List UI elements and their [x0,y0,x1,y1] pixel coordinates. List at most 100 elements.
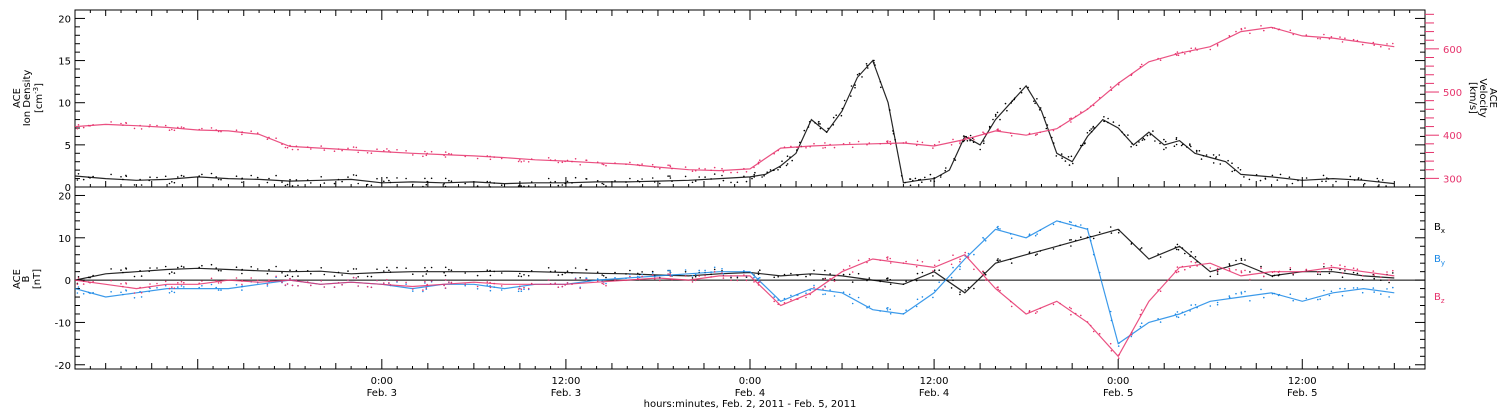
density-series-point [1264,177,1267,180]
density-series-point [295,179,298,181]
bx-series-point [641,271,643,273]
bx-series-point [983,272,985,274]
bx-series-point [168,272,171,275]
bz-series-point [614,279,616,281]
density-series-point [489,181,491,183]
bz-series-point [215,280,217,282]
bx-series-point [341,274,343,276]
density-series-point [888,109,891,111]
density-series-point [1175,138,1178,141]
by-series-point [87,291,90,294]
bz-series-point [1352,267,1355,270]
density-series-point [1089,129,1091,132]
bx-series-point [887,277,889,279]
density-series-point [1271,174,1274,177]
bz-series-point [1189,266,1191,269]
by-series-point [220,289,222,291]
velocity-series-point [848,142,851,144]
density-series-point [110,173,112,176]
density-series-point [651,177,654,179]
by-series-point [1074,224,1077,227]
density-series-point [352,174,355,176]
velocity-series-point [745,171,748,173]
density-series-point [753,176,755,178]
bx-series-point [201,264,203,267]
bx-series-point [1109,226,1112,228]
density-series-point [766,171,768,173]
bz-series-point [210,277,213,280]
bx-series-point [1317,273,1319,276]
bx-series-point [173,272,176,274]
velocity-series-point [887,140,889,142]
velocity-series-point [388,150,390,152]
bz-series-point [809,293,811,296]
by-series-point [1323,289,1325,292]
bz-series-point [201,280,203,282]
density-series-point [405,177,407,180]
density-series-point [1064,160,1067,162]
bx-series-point [1388,281,1390,284]
density-series-point [1239,169,1242,171]
bz-series-point [1068,306,1071,309]
bz-series-point [710,276,712,278]
bx-series-point [713,268,716,271]
bx-series-point [1352,271,1355,274]
density-series-point [87,176,90,178]
by-series-point [1052,223,1055,226]
by-series-point [1184,314,1186,316]
density-series-point [1154,140,1156,142]
bz-series-point [1070,307,1072,310]
bx-series-point [1356,272,1359,275]
density-series-point [819,127,822,130]
bx-series-point [448,268,450,271]
velocity-series-point [256,132,259,134]
bz-series-point [999,289,1001,292]
density-series-point [82,178,85,181]
density-series-point [1189,143,1191,145]
velocity-series-point [915,144,918,147]
bx-series-point [1130,243,1133,245]
by-series-point [1196,306,1198,309]
bx-series-point [1140,247,1143,249]
bz-series-point [574,278,577,280]
density-series-point [637,180,639,182]
velocity-series-point [1190,47,1192,50]
density-series-point [291,185,294,187]
bz-series-point [933,264,936,267]
velocity-series-point [984,134,987,136]
bz-series-point [1131,331,1133,334]
bz-series-point [549,283,552,285]
bx-series-point [813,269,815,272]
density-series-point [994,113,997,116]
velocity-series-point [1177,54,1180,57]
bx-series-point [140,275,143,277]
density-series-point [880,86,882,89]
by-series-point [933,289,936,292]
bx-series-point [275,265,277,268]
bz-series-point [667,273,669,275]
by-series-point [1344,287,1346,290]
velocity-series-point [1339,36,1341,38]
by-series-point [889,313,892,315]
velocity-series-point [357,151,360,154]
bz-series-point [879,259,881,262]
bx-series-point [959,291,961,293]
bx-series-point [916,272,919,275]
density-series-point [180,174,183,177]
velocity-series-point [773,152,775,155]
by-series-point [1228,296,1231,299]
density-series-point [1004,102,1007,105]
velocity-series-point [333,150,336,152]
velocity-series-point [1209,48,1212,51]
bz-series-point [275,275,277,278]
bx-series-point [450,269,453,272]
velocity-series-point [268,136,270,139]
velocity-series-point [210,127,213,129]
bz-series-point [426,283,429,286]
density-series-point [710,178,712,180]
density-series-point [370,184,373,187]
density-series-point [745,180,748,183]
bx-series-point [320,267,323,269]
bz-series-point [1098,332,1101,335]
